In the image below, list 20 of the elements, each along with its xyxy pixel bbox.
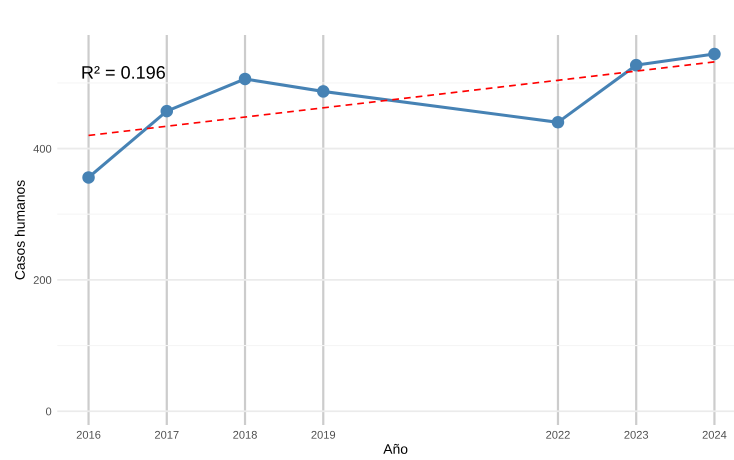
x-tick-label: 2023 <box>624 430 648 439</box>
x-axis-title: Año <box>383 444 408 454</box>
point <box>708 48 721 60</box>
y-tick-label: 400 <box>33 144 52 153</box>
point <box>160 104 174 118</box>
y-tick-label: 0 <box>46 408 52 416</box>
x-tick-label: 2019 <box>311 430 336 439</box>
annotation: R² = 0.196 <box>82 66 165 79</box>
point <box>238 72 252 86</box>
point <box>552 116 564 129</box>
x-tick-label: 2017 <box>154 430 179 439</box>
point <box>630 58 642 72</box>
x-tick-label: 2022 <box>546 430 570 439</box>
point <box>317 85 330 98</box>
y-tick-label: 200 <box>34 276 52 284</box>
y-axis-title: Casos humanos <box>14 180 25 280</box>
x-tick-label: 2018 <box>233 430 257 439</box>
x-tick-label: 2024 <box>702 430 726 439</box>
point <box>82 171 95 184</box>
x-tick-label: 2016 <box>76 430 100 439</box>
